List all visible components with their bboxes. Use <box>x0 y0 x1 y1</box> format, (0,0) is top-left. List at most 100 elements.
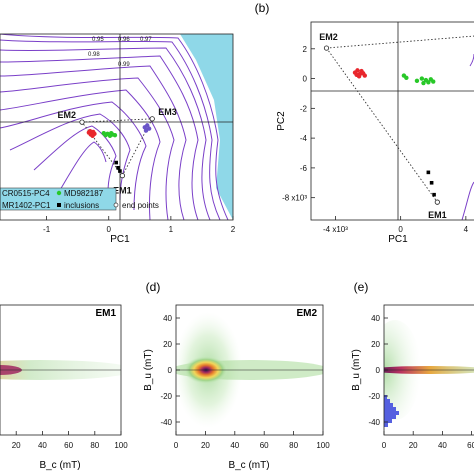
y-tick-label: 40 <box>371 314 380 323</box>
contour-label: 0.95 <box>92 37 104 43</box>
x-tick-label: 60 <box>64 441 73 450</box>
panel-b-label: (b) <box>255 1 270 15</box>
end-point-marker <box>119 173 126 179</box>
x-tick-label: 80 <box>90 441 99 450</box>
x-tick-label: 20 <box>12 441 21 450</box>
x-tick-label: 0 <box>398 225 403 234</box>
end-member-label: EM1 <box>428 210 447 220</box>
end-member-label: EM2 <box>58 110 77 120</box>
panel-a-xlabel: PC1 <box>110 234 130 245</box>
x-tick-label: 60 <box>260 441 269 450</box>
legend-marker <box>56 190 62 196</box>
panel-b: (b) EM1 EM2 2 0 -2 -4 -6 -8 x10³ -4 x10³ 0 4 PC2… <box>255 1 474 245</box>
y-tick-label: 0 <box>376 366 381 375</box>
x-tick-label: 100 <box>114 441 128 450</box>
panel-d-label: (d) <box>146 280 161 294</box>
x-tick-label: -1 <box>43 225 51 234</box>
contour-label: 0.98 <box>88 52 100 58</box>
legend-label: CR0515-PC4 <box>2 189 50 198</box>
end-member-label: EM1 <box>113 186 132 196</box>
contour-label: 0.99 <box>118 62 130 68</box>
y-tick-label: -40 <box>368 418 380 427</box>
panel-e-x-ticks: 0 20 40 60 <box>382 431 474 450</box>
legend-marker <box>113 202 119 208</box>
y-tick-label: 2 <box>303 45 308 54</box>
panel-b-contours <box>461 53 474 220</box>
panel-a-contour-labels: 0.95 0.96 0.97 0.98 0.99 <box>88 37 152 68</box>
panel-a-end-members: EM1 EM2 EM3 <box>58 107 177 196</box>
data-point <box>404 75 409 81</box>
panel-d-title: EM2 <box>296 308 317 319</box>
y-tick-label: 0 <box>168 366 173 375</box>
data-point <box>356 74 362 79</box>
x-tick-label: 4 <box>464 225 469 234</box>
end-point-marker <box>149 116 155 122</box>
legend-marker <box>57 203 61 207</box>
y-tick-label: 20 <box>163 340 172 349</box>
panel-b-y-ticks: 2 0 -2 -4 -6 -8 x10³ <box>282 45 315 203</box>
legend-label: end points <box>122 201 159 210</box>
data-point <box>112 132 118 138</box>
panel-d-y-ticks: 40 20 0 -20 -40 <box>160 314 180 427</box>
mixing-line <box>326 47 438 203</box>
data-point <box>426 80 431 85</box>
panel-b-xlabel: PC1 <box>388 234 408 245</box>
data-point <box>118 169 122 173</box>
x-tick-label: 40 <box>38 441 47 450</box>
panel-b-points <box>352 68 436 197</box>
x-tick-label: 40 <box>230 441 239 450</box>
data-point <box>414 78 420 84</box>
y-tick-label: -4 <box>300 134 308 143</box>
panel-a-frame <box>0 33 234 221</box>
legend-label: MR1402-PC1 <box>2 201 51 210</box>
end-member-label: EM3 <box>158 107 177 117</box>
y-tick-label: -8 x10³ <box>282 194 307 203</box>
y-tick-label: -40 <box>160 418 172 427</box>
panel-d: (d) EM2 40 20 0 -20 -40 0 20 40 60 80 100 B_u (mT… <box>143 280 330 471</box>
data-point <box>355 68 360 73</box>
x-tick-label: 20 <box>201 441 210 450</box>
panel-e: (e) 40 20 0 -20 -40 0 20 40 60 B_u (mT) <box>351 280 474 450</box>
x-tick-label: 20 <box>409 441 418 450</box>
x-tick-label: 80 <box>289 441 298 450</box>
panel-e-ylabel: B_u (mT) <box>351 349 362 391</box>
y-tick-label: -20 <box>160 392 172 401</box>
mixing-line <box>326 35 474 49</box>
panel-c-title: EM1 <box>95 308 116 319</box>
panel-c-frame <box>0 304 122 436</box>
contour-label: 0.97 <box>140 37 152 43</box>
panel-c-xlabel: B_c (mT) <box>39 460 80 471</box>
data-point <box>362 73 367 78</box>
panel-b-end-members: EM1 EM2 <box>319 32 446 220</box>
panel-a-points <box>86 123 152 173</box>
legend-box <box>0 187 117 211</box>
data-point <box>426 170 431 175</box>
x-tick-label: 0 <box>174 441 179 450</box>
contour-label: 0.96 <box>118 37 130 43</box>
data-point <box>90 133 95 139</box>
data-point <box>143 128 149 133</box>
panel-b-mixing-lines <box>326 35 474 203</box>
data-point <box>116 165 120 170</box>
x-tick-label: 0 <box>107 225 112 234</box>
mixing-line <box>81 121 123 176</box>
y-tick-label: -20 <box>368 392 380 401</box>
y-tick-label: -6 <box>300 164 308 173</box>
data-point <box>431 79 436 84</box>
data-point <box>419 76 425 81</box>
data-point <box>145 123 150 128</box>
panel-b-frame <box>310 21 474 221</box>
x-tick-label: 0 <box>382 441 387 450</box>
data-point <box>429 180 434 185</box>
panel-a-contours <box>0 34 229 220</box>
x-tick-label: 2 <box>231 225 236 234</box>
mixing-line <box>81 118 153 123</box>
panel-d-ylabel: B_u (mT) <box>143 349 154 391</box>
end-member-label: EM2 <box>319 32 338 42</box>
end-point-marker <box>323 45 330 51</box>
x-tick-label: 40 <box>438 441 447 450</box>
panel-d-xlabel: B_c (mT) <box>228 460 269 471</box>
y-tick-label: 20 <box>371 340 380 349</box>
x-tick-label: -4 x10³ <box>323 225 348 234</box>
